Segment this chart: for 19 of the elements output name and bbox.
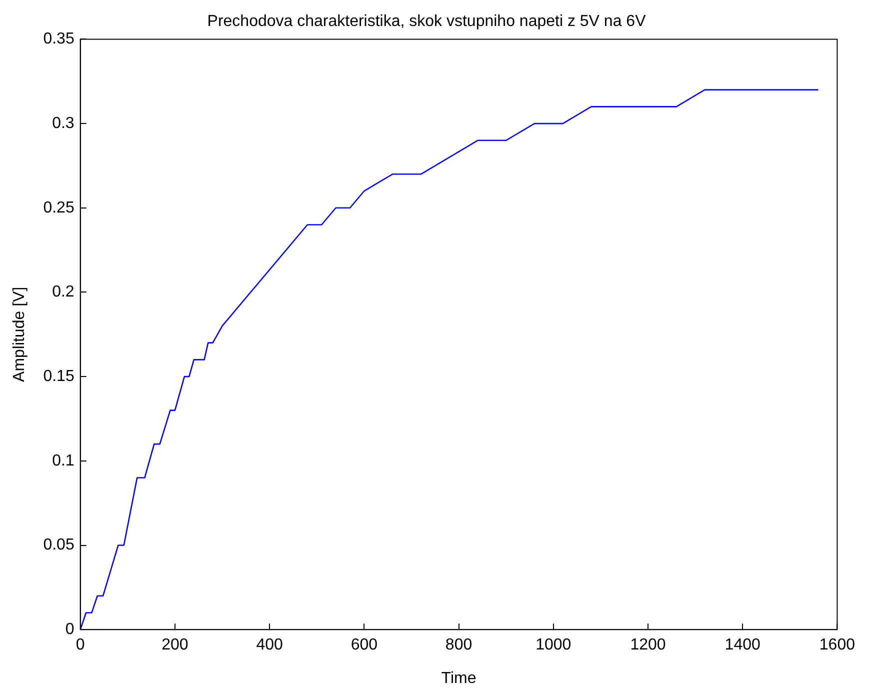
y-axis-title: Amplitude [V] <box>11 286 28 382</box>
y-tick-label: 0 <box>65 621 74 638</box>
x-axis-title: Time <box>441 670 476 687</box>
x-tick-label: 400 <box>256 636 283 654</box>
x-tick-label: 800 <box>445 636 472 654</box>
x-tick-label: 1400 <box>724 636 760 654</box>
y-tick-label: 0.35 <box>43 30 74 48</box>
x-tick-label: 200 <box>162 636 188 654</box>
y-tick-label: 0.3 <box>52 114 74 132</box>
y-tick-label: 0.15 <box>43 368 74 385</box>
x-tick-label: 1000 <box>536 636 572 654</box>
chart-title: Prechodova charakteristika, skok vstupniho napeti z 5V na 6V <box>207 13 646 30</box>
x-tick-label: 600 <box>350 636 378 654</box>
y-tick-label: 0.25 <box>43 199 74 216</box>
y-tick-label: 0.1 <box>52 452 74 470</box>
x-tick-label: 1200 <box>630 636 666 654</box>
x-tick-label: 1600 <box>819 636 856 654</box>
y-tick-label: 0.2 <box>52 284 74 301</box>
y-tick-label: 0.05 <box>43 536 74 554</box>
